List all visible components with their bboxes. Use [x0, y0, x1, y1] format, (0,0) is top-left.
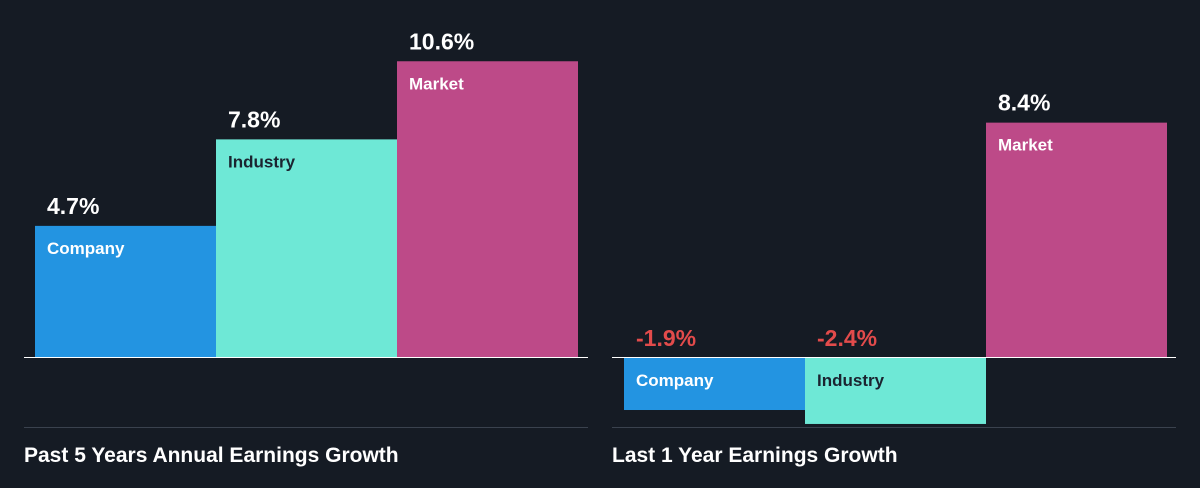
bar-market — [397, 61, 578, 357]
category-label-company: Company — [636, 371, 714, 390]
bar-company — [624, 357, 805, 411]
value-label-industry: 7.8% — [228, 106, 280, 132]
value-label-industry: -2.4% — [817, 325, 877, 351]
category-label-company: Company — [47, 239, 125, 258]
value-label-company: -1.9% — [636, 325, 696, 351]
category-label-industry: Industry — [228, 152, 296, 171]
category-label-market: Market — [409, 74, 464, 93]
last-1-year-chart: Company -1.9% Industry -2.4% Market 8.4% — [612, 90, 1176, 428]
past-5-years-chart: Company 4.7% Industry 7.8% Market 10.6% — [24, 28, 588, 428]
bar-industry — [805, 357, 986, 424]
chart-title-last-1-year: Last 1 Year Earnings Growth — [612, 444, 898, 467]
bar-industry — [216, 139, 397, 357]
category-label-market: Market — [998, 136, 1053, 155]
bar-market — [986, 122, 1167, 357]
value-label-market: 8.4% — [998, 90, 1050, 116]
value-label-company: 4.7% — [47, 193, 99, 219]
bar-company — [35, 225, 216, 357]
value-label-market: 10.6% — [409, 28, 474, 54]
chart-title-past-5-years: Past 5 Years Annual Earnings Growth — [24, 444, 399, 467]
category-label-industry: Industry — [817, 371, 885, 390]
